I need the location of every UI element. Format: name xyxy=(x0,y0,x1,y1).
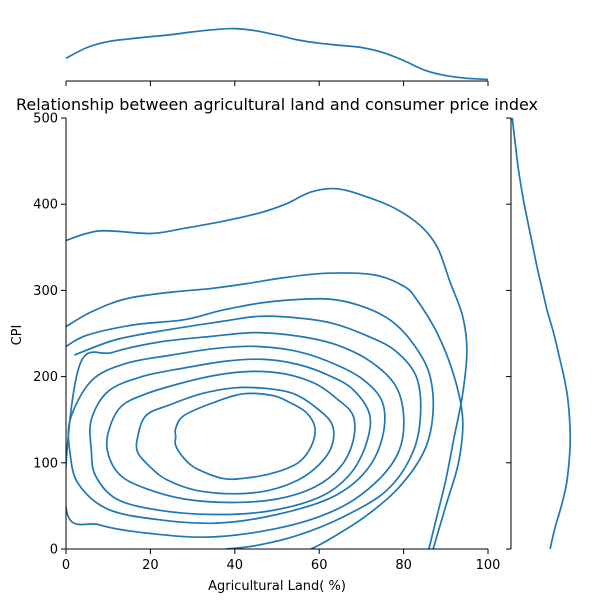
x-tick-label-40: 40 xyxy=(227,558,244,573)
x-tick-label-100: 100 xyxy=(476,558,501,573)
marginal-y-curve xyxy=(511,117,572,550)
y-tick-label-100: 100 xyxy=(33,456,58,471)
contour-line-8 xyxy=(66,297,435,549)
x-axis-label: Agricultural Land( %) xyxy=(208,579,346,594)
contour-line-7 xyxy=(74,315,422,549)
marginal-x-plot xyxy=(65,27,489,86)
contour-line-4 xyxy=(89,358,372,516)
contour-line-1 xyxy=(174,392,316,481)
y-tick-label-300: 300 xyxy=(33,284,58,299)
chart-title: Relationship between agricultural land a… xyxy=(16,95,538,114)
x-tick-label-80: 80 xyxy=(395,558,412,573)
marginal-y-plot xyxy=(506,117,572,550)
contour-line-9 xyxy=(66,272,464,549)
contour-line-5 xyxy=(67,345,386,525)
contour-line-3 xyxy=(105,370,356,504)
contour-line-2 xyxy=(135,386,335,495)
contour-line-6 xyxy=(66,331,405,539)
x-tick-label-0: 0 xyxy=(62,558,70,573)
x-tick-label-20: 20 xyxy=(142,558,159,573)
y-tick-label-400: 400 xyxy=(33,198,58,213)
y-tick-label-0: 0 xyxy=(50,543,58,558)
y-tick-label-200: 200 xyxy=(33,370,58,385)
contour-group xyxy=(66,187,468,549)
x-tick-label-60: 60 xyxy=(311,558,328,573)
marginal-x-curve xyxy=(65,27,489,81)
contour-line-10 xyxy=(66,187,468,549)
main-plot: 0 20 40 60 80 100 0 100 200 300 400 500 xyxy=(33,112,500,574)
y-axis-label: CPI xyxy=(10,325,25,346)
y-tick-label-500: 500 xyxy=(33,112,58,127)
